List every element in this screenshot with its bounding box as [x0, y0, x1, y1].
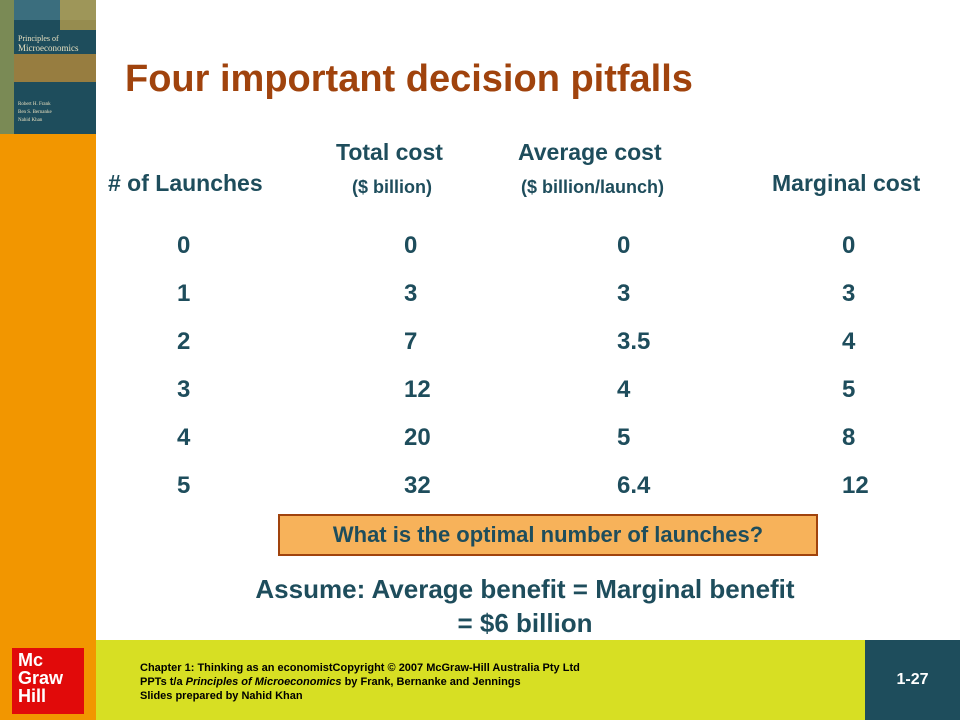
table-cell: 7: [404, 328, 418, 355]
header-total-cost: Total cost: [336, 139, 443, 165]
table-cell: 32: [404, 472, 431, 499]
cover-image-tile: [60, 0, 96, 30]
table-cell: 5: [177, 472, 191, 499]
cover-author: Ben S. Bernanke: [18, 110, 52, 115]
cover-title-line1: Principles of: [18, 34, 59, 43]
header-average-cost: Average cost: [518, 139, 662, 165]
table-cell: 3.5: [617, 328, 651, 355]
table-cell: 0: [842, 232, 856, 259]
table-cell: 8: [842, 424, 856, 451]
cover-image-tile: [14, 54, 96, 82]
mcgraw-hill-logo: Mc Graw Hill: [12, 648, 84, 714]
table-cell: 1: [177, 280, 191, 307]
logo-text: Hill: [18, 686, 47, 706]
footer-credits: Chapter 1: Thinking as an economistCopyr…: [140, 661, 580, 703]
table-cell: 5: [842, 376, 856, 403]
table-cell: 3: [177, 376, 191, 403]
book-cover-thumbnail: Principles of Microeconomics Robert H. F…: [0, 0, 96, 134]
table-cell: 4: [617, 376, 631, 403]
table-cell: 3: [404, 280, 418, 307]
table-cell: 0: [617, 232, 631, 259]
question-callout: What is the optimal number of launches?: [278, 514, 818, 556]
footer-bar: Chapter 1: Thinking as an economistCopyr…: [96, 640, 865, 720]
table-cell: 2: [177, 328, 191, 355]
slide-title: Four important decision pitfalls: [125, 58, 693, 100]
cover-title-line2: Microeconomics: [18, 43, 79, 53]
table-cell: 5: [617, 424, 631, 451]
footer-text: by Frank, Bernanke and Jennings: [341, 676, 521, 688]
logo-text: Mc: [18, 650, 44, 670]
logo-text: Graw: [18, 668, 64, 688]
assumption-line-1: Assume: Average benefit = Marginal benef…: [255, 574, 795, 604]
footer-text: PPTs t/a: [140, 676, 186, 688]
cover-spine: [0, 0, 14, 134]
header-launches: # of Launches: [108, 170, 263, 196]
table-cell: 4: [842, 328, 856, 355]
table-cell: 4: [177, 424, 191, 451]
header-average-cost-unit: ($ billion/launch): [521, 177, 664, 197]
footer-book-title: Principles of Microeconomics: [185, 676, 342, 688]
assumption-line-2: = $6 billion: [457, 608, 593, 638]
table-cell: 6.4: [617, 472, 651, 499]
cover-author: Robert H. Frank: [18, 102, 51, 107]
table-cell: 12: [842, 472, 869, 499]
table-cell: 20: [404, 424, 431, 451]
table-cell: 3: [617, 280, 631, 307]
table-cell: 3: [842, 280, 856, 307]
cover-author: Nahid Khan: [18, 118, 43, 123]
header-marginal-cost: Marginal cost: [772, 170, 921, 196]
footer-line-2: PPTs t/a Principles of Microeconomics by…: [140, 675, 580, 689]
table-cell: 12: [404, 376, 431, 403]
page-number: 1-27: [865, 640, 960, 720]
assumption-text: Assume: Average benefit = Marginal benef…: [160, 572, 890, 640]
table-cell: 0: [177, 232, 191, 259]
footer-line-3: Slides prepared by Nahid Khan: [140, 690, 303, 702]
header-total-cost-unit: ($ billion): [352, 177, 432, 197]
footer-line-1: Chapter 1: Thinking as an economistCopyr…: [140, 662, 580, 674]
table-cell: 0: [404, 232, 418, 259]
